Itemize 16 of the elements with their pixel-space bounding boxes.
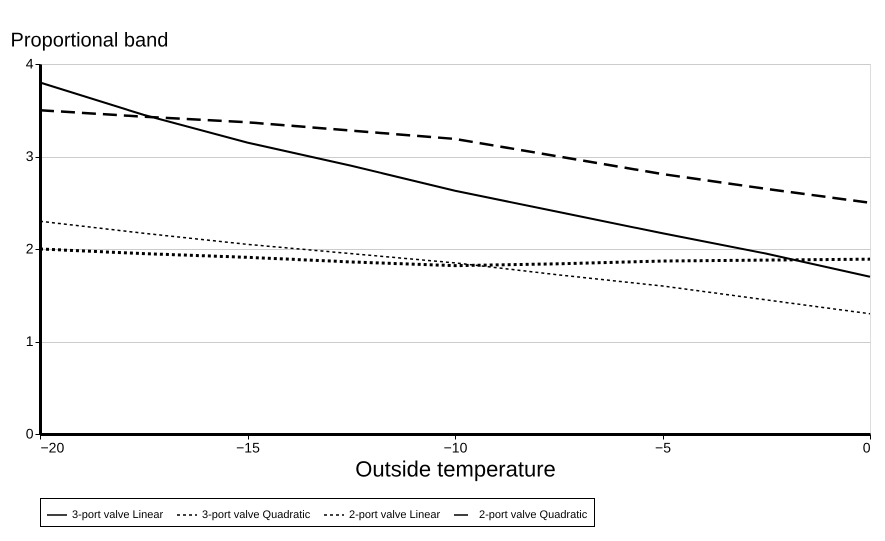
x-tick-label: −20 [40, 440, 64, 456]
x-tick-label: 0 [862, 440, 871, 456]
legend-label: 2-port valve Linear [349, 509, 440, 521]
y-tick-label: 1 [26, 333, 34, 349]
x-tick-label: −10 [444, 440, 468, 456]
legend-label: 3-port valve Linear [72, 509, 164, 521]
x-tick-label: −5 [655, 440, 672, 456]
legend-label: 2-port valve Quadratic [479, 509, 588, 521]
x-axis-title: Outside temperature [355, 456, 556, 482]
y-tick-label: 4 [26, 56, 34, 72]
y-tick-label: 2 [26, 240, 34, 256]
legend-label: 3-port valve Quadratic [202, 509, 311, 521]
y-tick-label: 3 [26, 148, 34, 164]
y-axis-title: Proportional band [10, 30, 168, 52]
x-tick-label: −15 [236, 440, 260, 456]
y-tick-label: 0 [26, 426, 34, 442]
